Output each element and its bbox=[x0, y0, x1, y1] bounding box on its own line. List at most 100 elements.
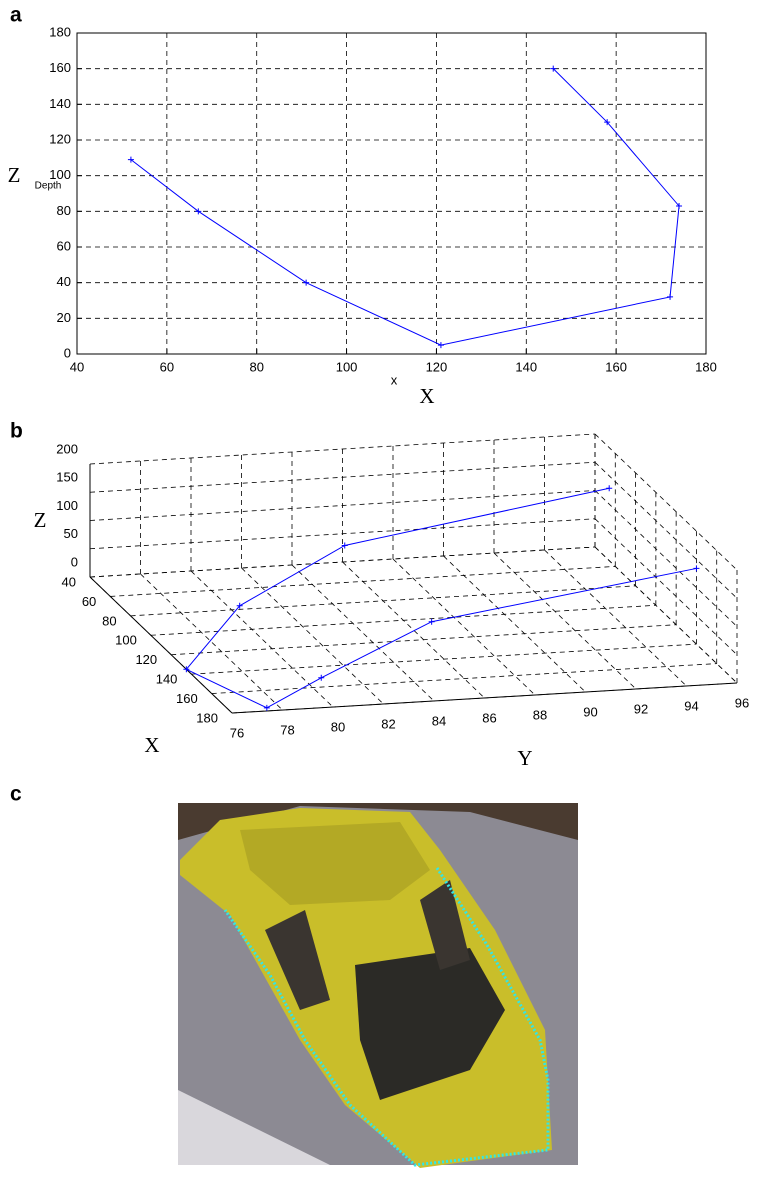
grid-line bbox=[594, 518, 738, 656]
photo bbox=[178, 803, 578, 1168]
data-point bbox=[127, 156, 134, 163]
panel-label: c bbox=[10, 783, 22, 806]
x-tick-label: 180 bbox=[196, 710, 218, 725]
data-point bbox=[667, 293, 674, 300]
y-tick-label: 90 bbox=[583, 704, 597, 719]
grid-line bbox=[89, 546, 596, 578]
grid-line bbox=[191, 643, 697, 675]
data-point bbox=[428, 618, 435, 625]
data-line bbox=[185, 487, 697, 709]
data-point bbox=[303, 279, 310, 286]
y-axis-title: Y bbox=[517, 746, 532, 770]
grid-line bbox=[89, 461, 596, 493]
x-tick-label: 80 bbox=[102, 613, 116, 628]
y-tick-label: 82 bbox=[381, 716, 395, 731]
y-tick-label: 92 bbox=[634, 701, 648, 716]
z-axis-title: Z bbox=[34, 508, 47, 532]
x-tick-label: 100 bbox=[336, 359, 358, 374]
grid-line bbox=[342, 561, 485, 699]
grid-line bbox=[211, 663, 717, 694]
x-tick-label: 160 bbox=[605, 359, 627, 374]
y-tick-label: 96 bbox=[735, 695, 749, 710]
grid-line bbox=[594, 546, 738, 684]
grid-line bbox=[544, 549, 687, 687]
car-windshield bbox=[355, 948, 505, 1100]
contour bbox=[223, 867, 550, 1167]
data-point bbox=[236, 602, 243, 609]
x-tick-label: 120 bbox=[135, 652, 157, 667]
axis-line bbox=[89, 576, 233, 714]
y-axis-label: Depth bbox=[35, 181, 62, 192]
x-tick-label: 180 bbox=[695, 359, 717, 374]
grid-line bbox=[493, 552, 637, 690]
y-tick-label: 0 bbox=[64, 345, 71, 360]
data-point bbox=[693, 565, 700, 572]
y-tick-label: 88 bbox=[533, 707, 547, 722]
y-tick-label: 20 bbox=[57, 310, 71, 325]
x-axis-title: X bbox=[419, 384, 434, 408]
car-window bbox=[265, 910, 330, 1010]
y-tick-label: 80 bbox=[57, 203, 71, 218]
z-tick-label: 150 bbox=[56, 470, 78, 485]
plot-frame bbox=[76, 32, 707, 355]
x-tick-label: 40 bbox=[62, 574, 76, 589]
y-axis-title: Z bbox=[8, 163, 21, 187]
panel-label: a bbox=[10, 4, 22, 27]
data-point bbox=[606, 485, 613, 492]
grid-line bbox=[594, 433, 738, 571]
y-tick-label: 180 bbox=[49, 24, 71, 39]
y-tick-label: 120 bbox=[49, 131, 71, 146]
photo-wall bbox=[178, 1090, 330, 1165]
y-tick-label: 80 bbox=[331, 719, 345, 734]
x-axis-label: x bbox=[391, 372, 398, 387]
x-tick-label: 40 bbox=[70, 359, 84, 374]
grid-line bbox=[443, 555, 586, 693]
x-tick-label: 160 bbox=[176, 691, 198, 706]
data-point bbox=[676, 202, 683, 209]
grid-line bbox=[291, 564, 435, 702]
grid-line bbox=[140, 573, 283, 711]
x-tick-label: 80 bbox=[249, 359, 263, 374]
z-tick-label: 200 bbox=[56, 441, 78, 456]
x-tick-label: 100 bbox=[115, 633, 137, 648]
y-tick-label: 84 bbox=[432, 713, 446, 728]
x-tick-label: 140 bbox=[156, 672, 178, 687]
y-tick-label: 140 bbox=[49, 96, 71, 111]
y-tick-label: 40 bbox=[57, 274, 71, 289]
grid-line bbox=[241, 567, 384, 705]
data-point bbox=[195, 208, 202, 215]
z-tick-label: 0 bbox=[71, 554, 78, 569]
grid-line bbox=[89, 490, 596, 521]
data-point bbox=[550, 65, 557, 72]
z-tick-label: 100 bbox=[56, 498, 78, 513]
photo-shadow bbox=[178, 803, 578, 840]
x-tick-label: 60 bbox=[160, 359, 174, 374]
data-line bbox=[130, 68, 680, 346]
x-tick-label: 60 bbox=[82, 594, 96, 609]
y-tick-label: 94 bbox=[684, 698, 698, 713]
grid-line bbox=[89, 518, 596, 550]
y-tick-label: 160 bbox=[49, 60, 71, 75]
grid-line bbox=[392, 558, 536, 696]
axis-line bbox=[231, 682, 738, 714]
grid-line bbox=[594, 490, 738, 627]
x-tick-label: 120 bbox=[426, 359, 448, 374]
data-point bbox=[604, 119, 611, 126]
data-point bbox=[263, 704, 270, 711]
car-roof bbox=[240, 822, 430, 905]
z-tick-label: 50 bbox=[64, 526, 78, 541]
x-tick-label: 140 bbox=[515, 359, 537, 374]
y-tick-label: 78 bbox=[280, 722, 294, 737]
data-point bbox=[318, 674, 325, 681]
y-tick-label: 100 bbox=[49, 167, 71, 182]
grid-line bbox=[89, 433, 596, 465]
data-point bbox=[437, 342, 444, 349]
y-tick-label: 86 bbox=[482, 710, 496, 725]
y-tick-label: 60 bbox=[57, 238, 71, 253]
data-point bbox=[341, 542, 348, 549]
grid-line bbox=[594, 461, 738, 599]
car-window bbox=[420, 880, 470, 970]
data-point bbox=[183, 666, 190, 673]
